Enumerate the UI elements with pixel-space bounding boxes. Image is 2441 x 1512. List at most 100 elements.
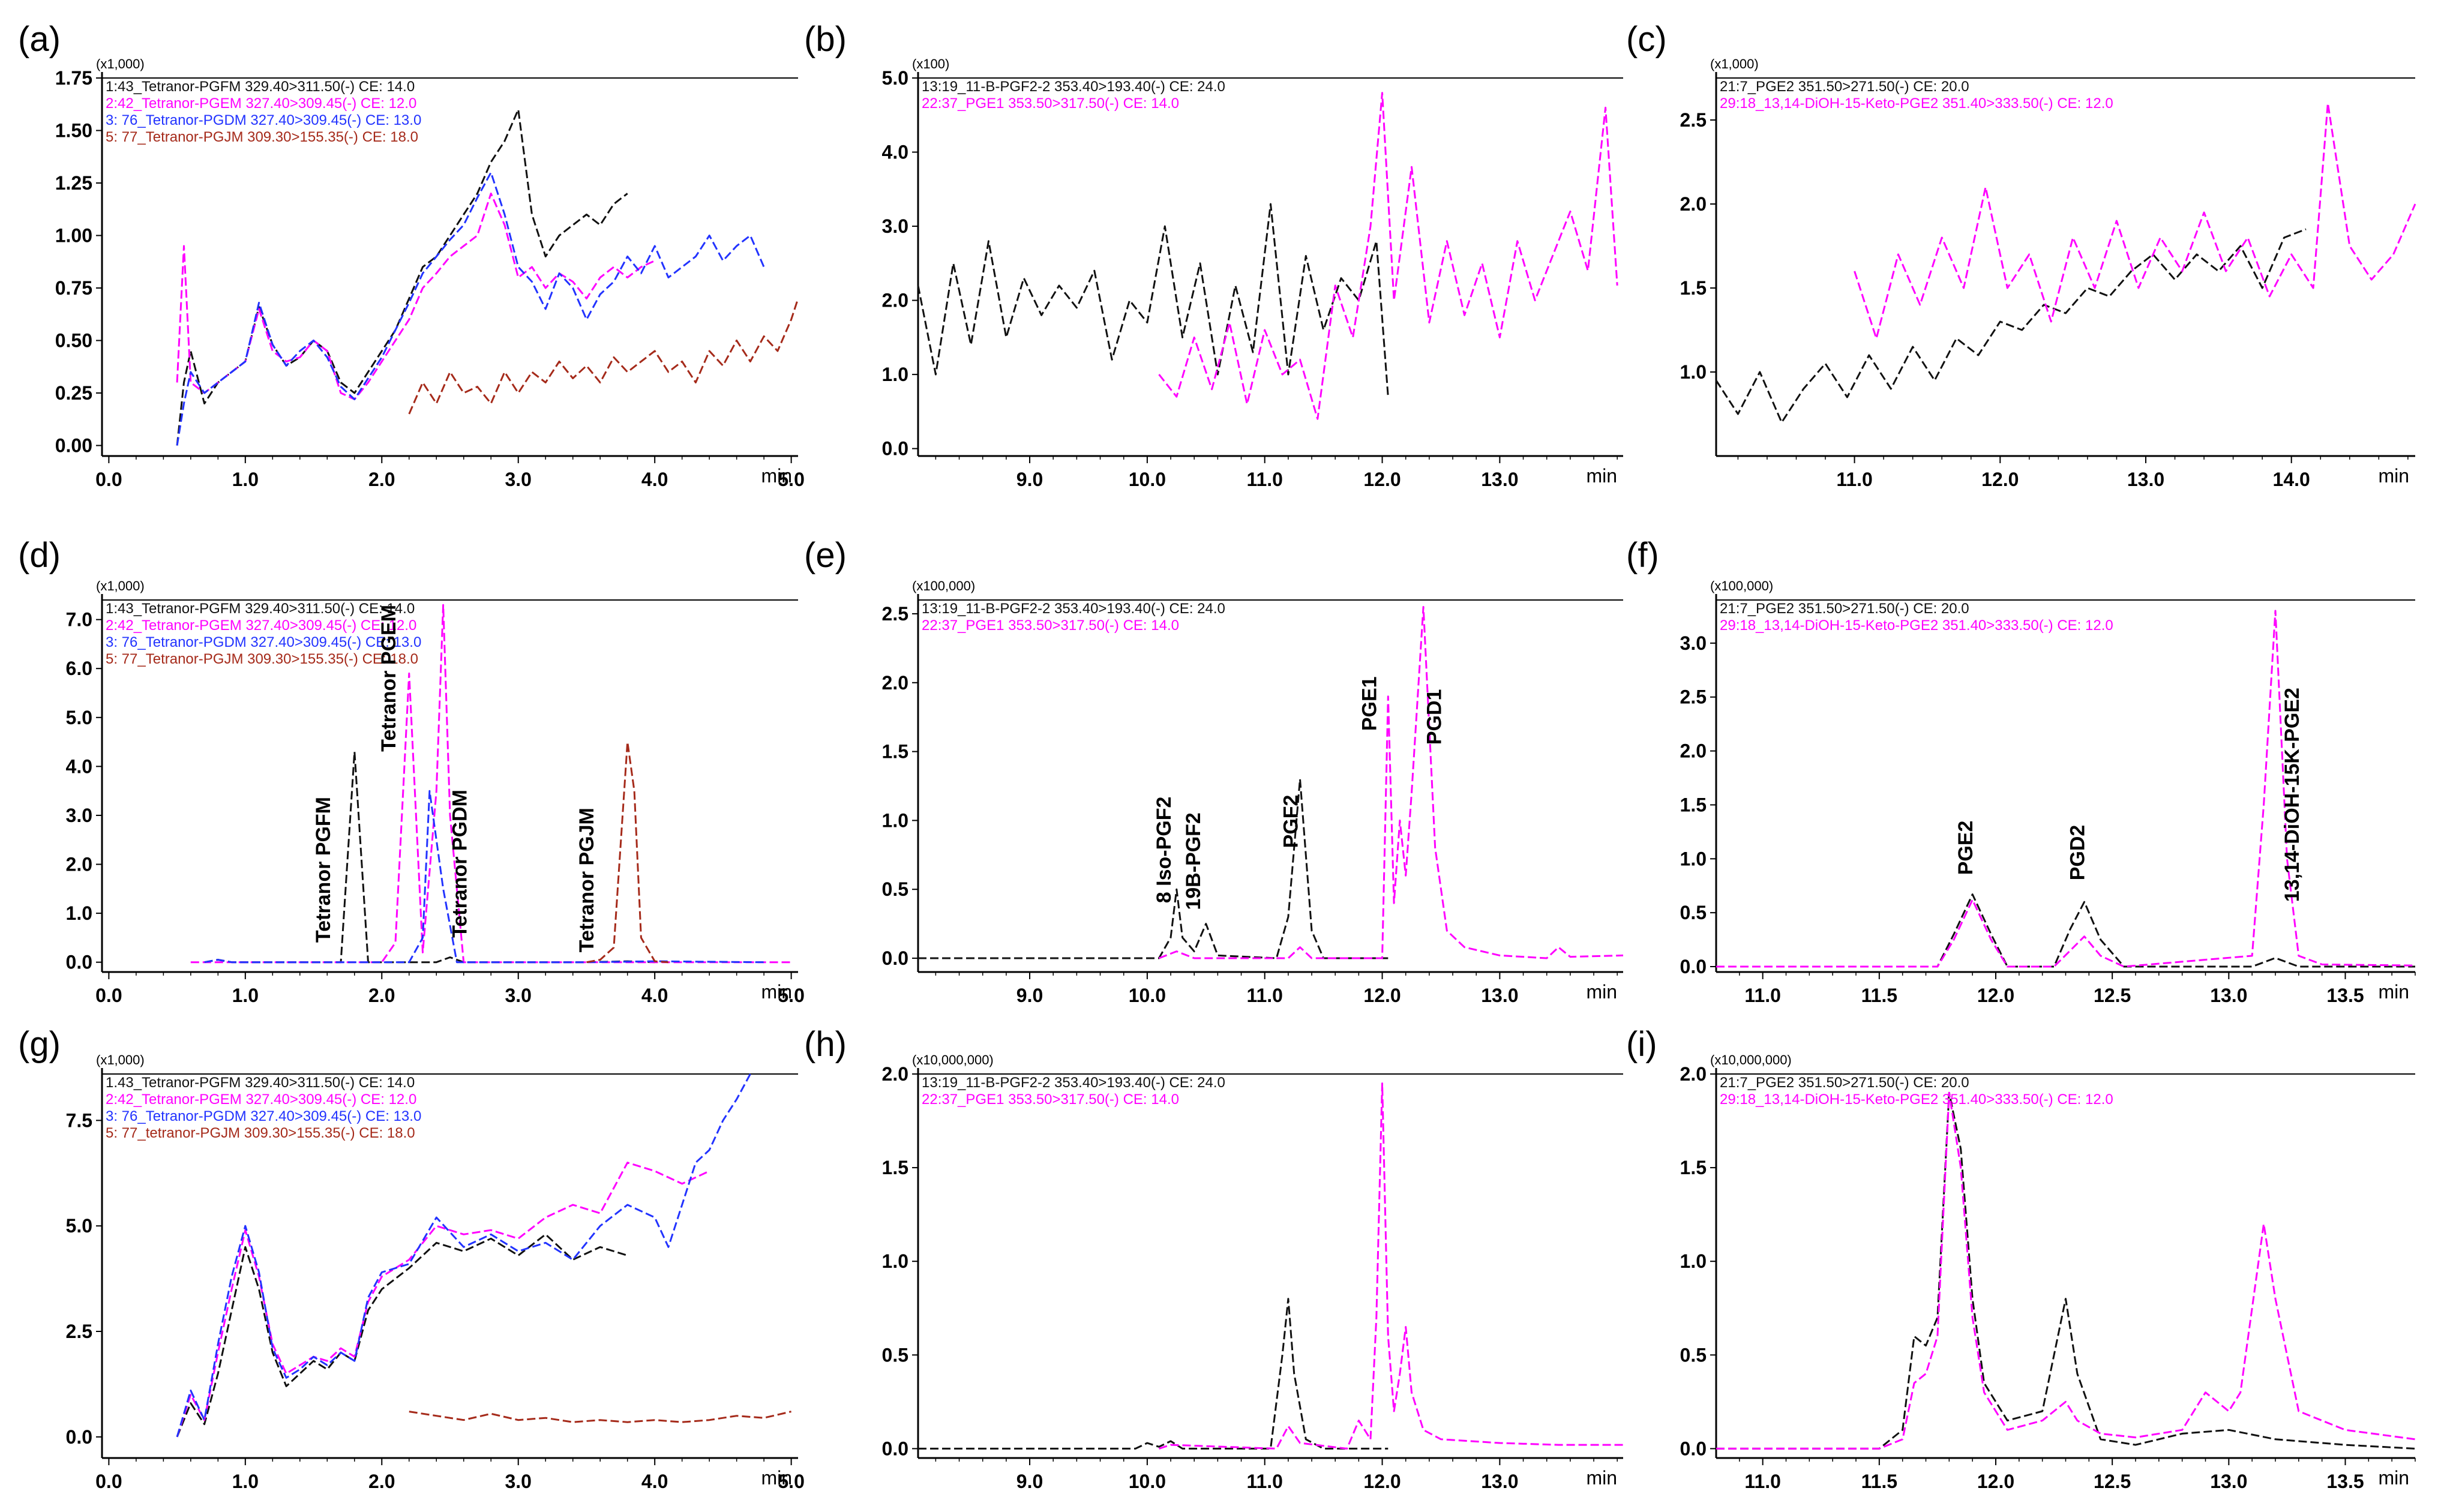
y-tick-label: 4.0 bbox=[66, 755, 92, 777]
y-tick-label: 6.0 bbox=[66, 658, 92, 679]
legend-entry: 3: 76_Tetranor-PGDM 327.40>309.45(-) CE:… bbox=[106, 1108, 421, 1124]
panel-label-f: (f) bbox=[1626, 536, 1659, 575]
x-tick-label: 11.0 bbox=[1246, 1471, 1283, 1492]
y-multiplier-label: (x1,000) bbox=[96, 578, 145, 593]
x-tick-label: 11.0 bbox=[1246, 985, 1283, 1006]
y-tick-label: 5.0 bbox=[66, 1215, 92, 1237]
y-multiplier-label: (x10,000,000) bbox=[912, 1052, 994, 1067]
legend-entry: 21:7_PGE2 351.50>271.50(-) CE: 20.0 bbox=[1720, 601, 1969, 617]
y-tick-label: 0.5 bbox=[882, 1344, 908, 1366]
panel-label-g: (g) bbox=[18, 1025, 61, 1064]
x-tick-label: 3.0 bbox=[505, 469, 531, 490]
legend-entry: 1:43_Tetranor-PGFM 329.40>311.50(-) CE: … bbox=[106, 601, 415, 617]
y-tick-label: 0.5 bbox=[1680, 902, 1707, 923]
x-tick-label: 0.0 bbox=[95, 985, 122, 1006]
x-tick-label: 9.0 bbox=[1016, 985, 1043, 1006]
peak-annotation: 13,14-DiOH-15K-PGE2 bbox=[2281, 688, 2304, 902]
y-tick-label: 1.0 bbox=[66, 902, 92, 924]
x-tick-label: 4.0 bbox=[641, 985, 668, 1006]
y-tick-label: 2.5 bbox=[1680, 686, 1707, 708]
y-tick-label: 7.0 bbox=[66, 609, 92, 631]
y-tick-label: 5.0 bbox=[882, 67, 908, 89]
x-tick-label: 13.0 bbox=[2210, 985, 2247, 1006]
series-line-tetranor-pgem bbox=[190, 604, 791, 964]
x-tick-label: 11.0 bbox=[1744, 1471, 1781, 1492]
x-unit-label: min bbox=[1586, 981, 1617, 1003]
y-tick-label: 0.0 bbox=[882, 947, 908, 969]
legend-entry: 22:37_PGE1 353.50>317.50(-) CE: 14.0 bbox=[922, 95, 1179, 112]
x-tick-label: 2.0 bbox=[368, 985, 395, 1006]
y-tick-label: 1.0 bbox=[882, 1250, 908, 1272]
x-tick-label: 4.0 bbox=[641, 469, 668, 490]
series-line-13-14-dioh-15-keto-pge2 bbox=[1854, 102, 2416, 340]
legend-entry: 2:42_Tetranor-PGEM 327.40>309.45(-) CE: … bbox=[106, 95, 416, 112]
series-line-tetranor-pgjm bbox=[408, 298, 799, 415]
series-line-tetranor-pgdm bbox=[204, 790, 764, 964]
series-line-11-b-pgf2-2 bbox=[918, 1298, 1389, 1450]
x-unit-label: min bbox=[761, 1467, 792, 1489]
legend-entry: 1.43_Tetranor-PGFM 329.40>311.50(-) CE: … bbox=[106, 1075, 415, 1091]
peak-annotation: 19B-PGF2 bbox=[1182, 812, 1205, 910]
x-tick-label: 0.0 bbox=[95, 469, 122, 490]
y-tick-label: 2.0 bbox=[882, 672, 908, 694]
y-tick-label: 7.5 bbox=[66, 1109, 92, 1131]
panel-i: (i) (x10,000,000) 0.0 0.5 1.0 1.5 2.0 11.0 11.5 1… bbox=[1626, 1025, 2416, 1492]
y-tick-label: 1.50 bbox=[55, 120, 92, 142]
panel-c: (c) (x1,000) 1.0 1.5 2.0 2.5 11.0 12.0 13.0 14.0 m… bbox=[1626, 20, 2416, 490]
panel-label-i: (i) bbox=[1626, 1025, 1657, 1064]
y-tick-label: 2.5 bbox=[882, 603, 908, 625]
x-tick-label: 13.0 bbox=[2210, 1471, 2247, 1492]
x-tick-label: 3.0 bbox=[505, 1471, 531, 1492]
y-tick-label: 0.0 bbox=[1680, 1438, 1707, 1459]
legend-entry: 3: 76_Tetranor-PGDM 327.40>309.45(-) CE:… bbox=[106, 112, 421, 128]
x-tick-label: 13.0 bbox=[1481, 1471, 1518, 1492]
x-tick-label: 1.0 bbox=[232, 985, 259, 1006]
legend-entry: 22:37_PGE1 353.50>317.50(-) CE: 14.0 bbox=[922, 1091, 1179, 1108]
y-tick-label: 0.0 bbox=[66, 952, 92, 973]
panel-label-b: (b) bbox=[804, 20, 847, 59]
panel-g: (g) (x1,000) 0.0 2.5 5.0 7.5 0.0 1.0 2.0 3.0 4.0 5.… bbox=[18, 1025, 805, 1492]
y-tick-label: 0.0 bbox=[882, 438, 908, 460]
y-multiplier-label: (x1,000) bbox=[96, 56, 145, 71]
panel-e: (e) (x100,000) 0.0 0.5 1.0 1.5 2.0 2.5 9.0 10.0 11… bbox=[804, 536, 1624, 1006]
panel-label-d: (d) bbox=[18, 536, 61, 575]
x-tick-label: 12.0 bbox=[1981, 469, 2019, 490]
x-unit-label: min bbox=[2378, 1467, 2409, 1489]
y-tick-label: 0.0 bbox=[66, 1426, 92, 1448]
peak-annotation: Tetranor PGJM bbox=[575, 808, 598, 952]
series-line-tetranor-pgjm bbox=[409, 1411, 791, 1423]
series-line-13-14-dioh-15-keto-pge2 bbox=[1716, 1091, 2416, 1450]
y-tick-label: 0.5 bbox=[1680, 1344, 1707, 1366]
peak-annotation: PGF2 bbox=[1280, 795, 1303, 848]
legend-entry: 3: 76_Tetranor-PGDM 327.40>309.45(-) CE:… bbox=[106, 634, 421, 650]
series-line-pge2 bbox=[1716, 1091, 2416, 1450]
y-tick-label: 1.25 bbox=[55, 172, 92, 194]
y-tick-label: 2.0 bbox=[1680, 1063, 1707, 1085]
legend-entry: 1:43_Tetranor-PGFM 329.40>311.50(-) CE: … bbox=[106, 79, 415, 95]
y-tick-label: 1.0 bbox=[882, 809, 908, 831]
x-tick-label: 12.0 bbox=[1363, 985, 1401, 1006]
x-tick-label: 2.0 bbox=[368, 469, 395, 490]
x-unit-label: min bbox=[761, 465, 792, 487]
x-tick-label: 12.0 bbox=[1977, 985, 2014, 1006]
y-multiplier-label: (x10,000,000) bbox=[1710, 1052, 1792, 1067]
y-tick-label: 1.0 bbox=[1680, 848, 1707, 869]
series-line-pge1 bbox=[1159, 1082, 1623, 1450]
x-tick-label: 13.5 bbox=[2326, 985, 2364, 1006]
y-tick-label: 2.0 bbox=[1680, 193, 1707, 215]
legend-entry: 5: 77_Tetranor-PGJM 309.30>155.35(-) CE:… bbox=[106, 129, 418, 145]
series-line-pge1 bbox=[1158, 606, 1624, 959]
peak-annotation: PGE1 bbox=[1359, 676, 1381, 731]
panel-f: (f) (x100,000) 0.0 0.5 1.0 1.5 2.0 2.5 3.0 11.0 11… bbox=[1626, 536, 2416, 1006]
legend-entry: 5: 77_tetranor-PGJM 309.30>155.35(-) CE:… bbox=[106, 1125, 415, 1141]
legend-entry: 2:42_Tetranor-PGEM 327.40>309.45(-) CE: … bbox=[106, 617, 416, 634]
x-tick-label: 11.5 bbox=[1861, 1471, 1898, 1492]
series-line-pge2 bbox=[1715, 228, 2307, 424]
x-unit-label: min bbox=[2378, 981, 2409, 1003]
y-tick-label: 1.5 bbox=[882, 1157, 908, 1178]
peak-annotation: Tetranor PGFM bbox=[312, 797, 335, 943]
x-unit-label: min bbox=[1586, 465, 1617, 487]
x-tick-label: 1.0 bbox=[232, 469, 259, 490]
